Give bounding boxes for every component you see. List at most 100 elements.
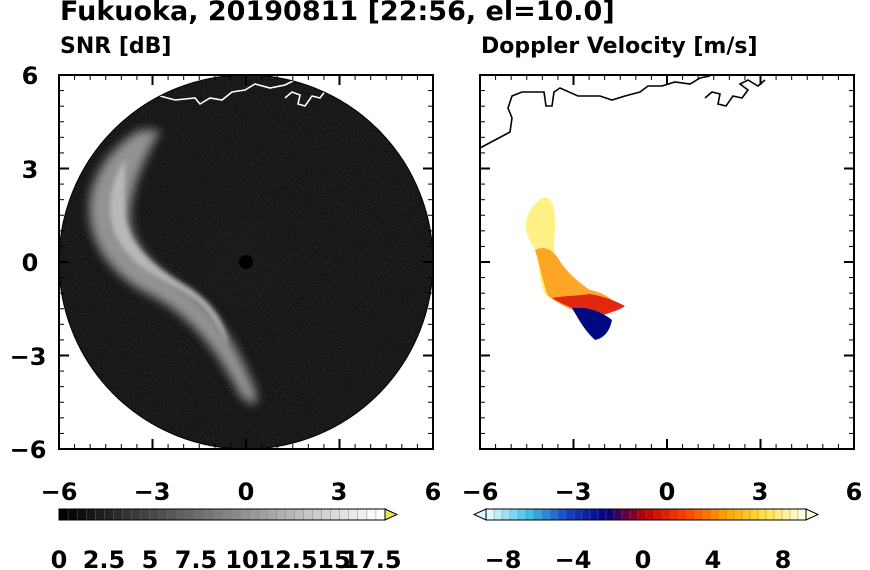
doppler-colorbar-cell [685, 508, 695, 521]
snr-y-tick-label: 3 [22, 156, 39, 184]
doppler-colorbar-cell [557, 508, 567, 521]
doppler-colorbar-cell [653, 508, 663, 521]
doppler-colorbar-cell [677, 508, 687, 521]
doppler-colorbar-cell [757, 508, 767, 521]
snr-colorbar-cell [285, 508, 296, 521]
doppler-colorbar-labels: −8 −4 0 4 8 [485, 546, 792, 570]
snr-panel: 6 3 0 −3 −6 −6 −3 0 3 6 0 2.5 5 7.5 10 1… [10, 62, 442, 570]
snr-colorbar-cell [294, 508, 305, 521]
doppler-echo-blue [572, 308, 612, 340]
doppler-x-tick-label: −3 [555, 478, 592, 506]
doppler-axis-ticks [479, 74, 855, 450]
snr-echo-band [89, 130, 257, 405]
snr-y-tick-label: −3 [10, 343, 47, 371]
doppler-echo-yellow [525, 197, 582, 298]
snr-colorbar-cell [339, 508, 350, 521]
snr-colorbar-label: 15 [317, 546, 350, 570]
snr-colorbar-cell [212, 508, 223, 521]
snr-colorbar-label: 17.5 [342, 546, 401, 570]
snr-colorbar-cell [276, 508, 287, 521]
snr-colorbar-label: 0 [51, 546, 68, 570]
snr-colorbar-cell [76, 508, 87, 521]
doppler-colorbar-extend-max [805, 508, 820, 521]
snr-x-tick-label: −6 [41, 478, 78, 506]
snr-colorbar-cell [113, 508, 124, 521]
doppler-colorbar-cell [613, 508, 623, 521]
doppler-colorbar-label: 8 [775, 546, 792, 570]
snr-colorbar-cell [67, 508, 78, 521]
snr-colorbar-cell [149, 508, 160, 521]
snr-x-tick-label: −3 [134, 478, 171, 506]
snr-colorbar-label: 7.5 [175, 546, 218, 570]
doppler-colorbar-cell [533, 508, 543, 521]
doppler-colorbar-extend-min [472, 508, 487, 521]
snr-colorbar-cell [321, 508, 332, 521]
doppler-colorbar-cell [725, 508, 735, 521]
snr-colorbar-cell [194, 508, 205, 521]
snr-x-tick-label: 6 [425, 478, 442, 506]
snr-colorbar-cell [375, 508, 386, 521]
snr-colorbar-label: 2.5 [83, 546, 126, 570]
snr-colorbar-labels: 0 2.5 5 7.5 10 12.5 15 17.5 [51, 546, 402, 570]
snr-colorbar-cell [122, 508, 133, 521]
doppler-colorbar-cell [741, 508, 751, 521]
doppler-echo-red [552, 294, 625, 316]
doppler-colorbar-cell [501, 508, 511, 521]
snr-colorbar-cell [85, 508, 96, 521]
snr-y-tick-labels: 6 3 0 −3 −6 [10, 62, 47, 464]
doppler-colorbar-cell [709, 508, 719, 521]
snr-colorbar-cell [267, 508, 278, 521]
doppler-colorbar-cell [789, 508, 799, 521]
doppler-colorbar-label: −4 [555, 546, 592, 570]
doppler-colorbar-cell [565, 508, 575, 521]
snr-colorbar-cell [357, 508, 368, 521]
snr-colorbar-cell [230, 508, 241, 521]
snr-coastline-islands [284, 83, 328, 107]
snr-colorbar-cell [221, 508, 232, 521]
doppler-colorbar-cell [781, 508, 791, 521]
snr-colorbar-cell [366, 508, 377, 521]
doppler-colorbar-cell [717, 508, 727, 521]
snr-colorbar-cell [239, 508, 250, 521]
snr-colorbar-cell [348, 508, 359, 521]
doppler-colorbar-label: −8 [485, 546, 522, 570]
snr-colorbar-cell [176, 508, 187, 521]
doppler-colorbar-cell [773, 508, 783, 521]
snr-echo-core [110, 160, 228, 345]
doppler-colorbar-cell [701, 508, 711, 521]
figure-title: Fukuoka, 20190811 [22:56, el=10.0] [60, 0, 615, 27]
snr-colorbar-extend [384, 508, 399, 521]
doppler-colorbar-cell [733, 508, 743, 521]
snr-y-tick-label: −6 [10, 436, 47, 464]
doppler-colorbar-cell [597, 508, 607, 521]
doppler-colorbar-cell [645, 508, 655, 521]
snr-colorbar-cell [203, 508, 214, 521]
doppler-panel-title: Doppler Velocity [m/s] [481, 34, 758, 59]
doppler-colorbar-cell [669, 508, 679, 521]
snr-colorbar [58, 508, 399, 521]
doppler-colorbar-cell [605, 508, 615, 521]
doppler-colorbar-cell [517, 508, 527, 521]
doppler-colorbar-cell [621, 508, 631, 521]
doppler-colorbar-cell [765, 508, 775, 521]
doppler-panel: −6 −3 0 3 6 −8 −4 0 4 8 [462, 74, 863, 570]
snr-colorbar-label: 12.5 [258, 546, 317, 570]
doppler-x-tick-labels: −6 −3 0 3 6 [462, 478, 863, 506]
snr-colorbar-cell [58, 508, 69, 521]
doppler-x-tick-label: 3 [752, 478, 769, 506]
snr-colorbar-cell [140, 508, 151, 521]
snr-colorbar-cell [248, 508, 259, 521]
doppler-colorbar-cell [661, 508, 671, 521]
doppler-colorbar-cell [493, 508, 503, 521]
snr-colorbar-label: 10 [225, 546, 258, 570]
doppler-colorbar-cell [549, 508, 559, 521]
snr-colorbar-cell [131, 508, 142, 521]
snr-x-tick-label: 0 [238, 478, 255, 506]
doppler-colorbar-cell [637, 508, 647, 521]
snr-colorbar-cell [312, 508, 323, 521]
snr-colorbar-cell [95, 508, 105, 521]
doppler-colorbar-label: 4 [705, 546, 722, 570]
snr-colorbar-cell [167, 508, 178, 521]
doppler-colorbar-cell [525, 508, 535, 521]
